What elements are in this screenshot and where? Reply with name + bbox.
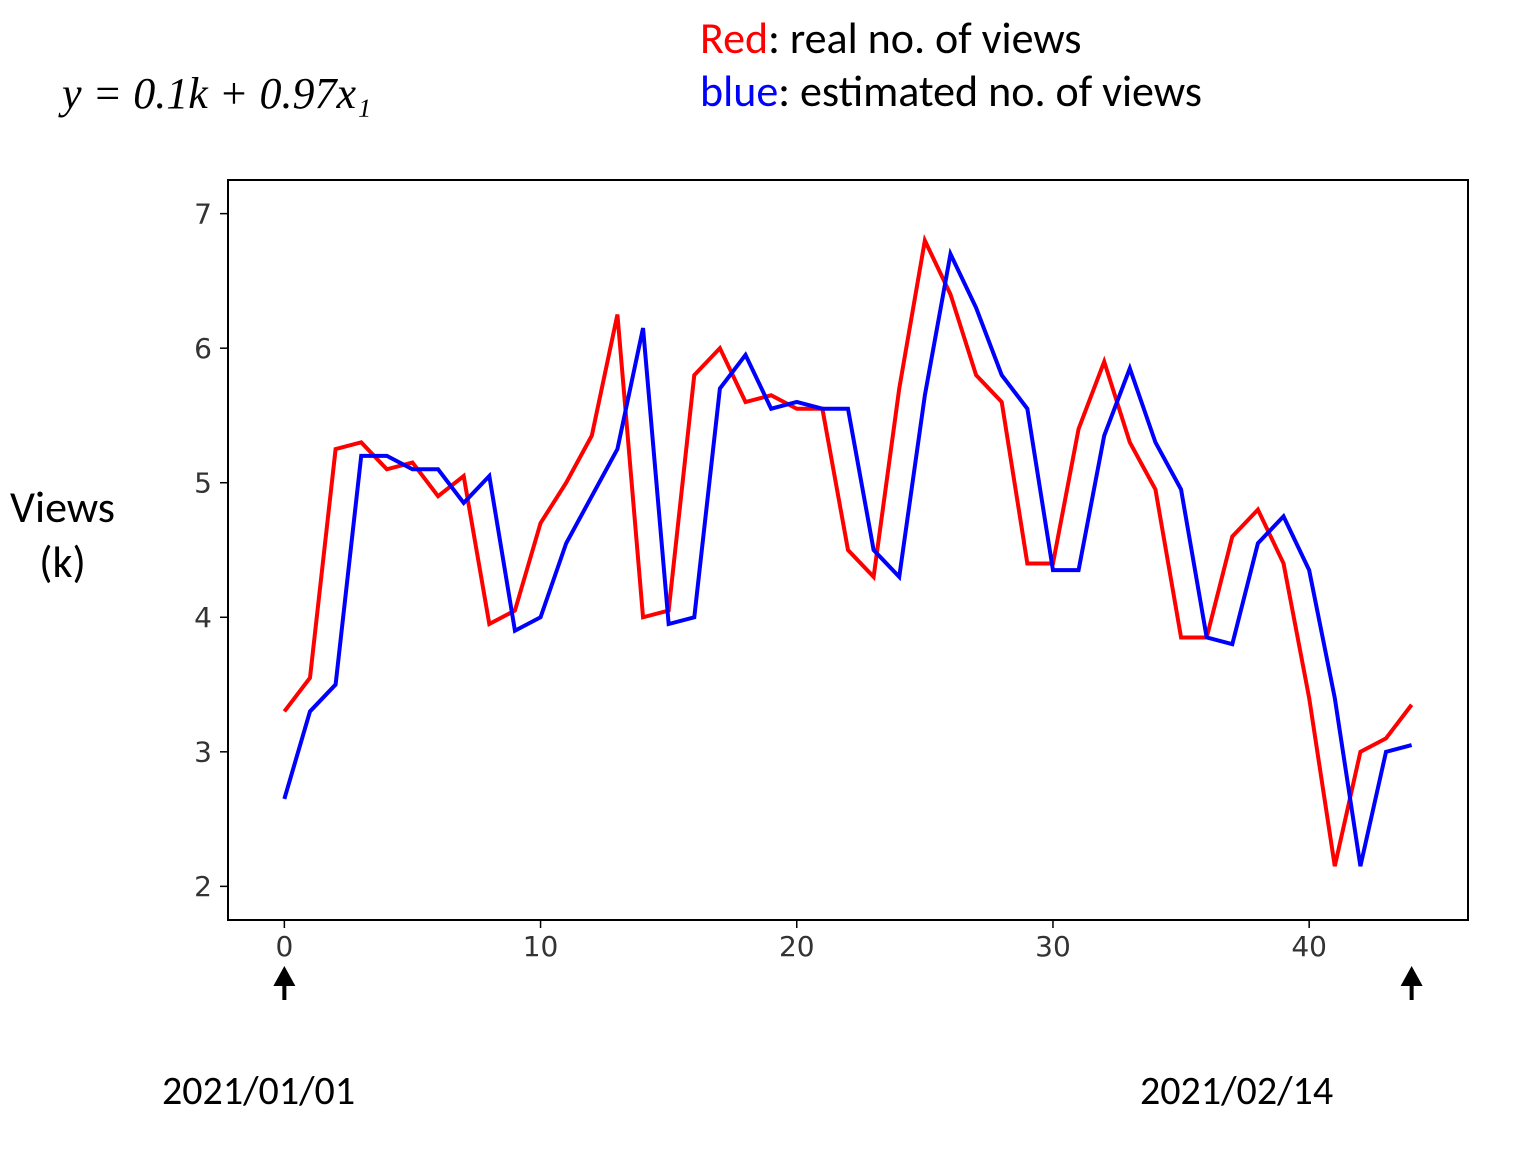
legend-red-sep: : (768, 11, 780, 65)
x-tick-label: 10 (523, 930, 559, 963)
y-axis-label: Views (k) (10, 480, 115, 590)
y-tick-label: 7 (194, 197, 212, 230)
chart-svg: 0 10 20 30 40 2 3 4 5 6 7 (150, 160, 1510, 1000)
legend-red-label: Red (700, 11, 768, 65)
legend-red-text: real no. of views (780, 11, 1082, 65)
legend-blue-text: estimated no. of views (790, 64, 1202, 118)
views-line-chart: 0 10 20 30 40 2 3 4 5 6 7 (150, 160, 1510, 1000)
legend-blue-label: blue (700, 64, 778, 118)
formula-equation: y = 0.1k + 0.97x₁ (62, 68, 371, 119)
y-axis-label-line1: Views (10, 480, 115, 535)
date-label-start: 2021/01/01 (162, 1066, 355, 1115)
y-tick-label: 2 (194, 870, 212, 903)
date-label-end: 2021/02/14 (1140, 1066, 1333, 1115)
y-axis-label-line2: (k) (10, 535, 115, 590)
legend-line-blue: blue: estimated no. of views (700, 65, 1202, 118)
x-tick-label: 40 (1291, 930, 1327, 963)
x-tick-label: 0 (275, 930, 293, 963)
y-tick-label: 5 (194, 467, 212, 500)
legend-blue-sep: : (778, 64, 790, 118)
arrow-start-head (273, 966, 295, 986)
x-tick-label: 20 (779, 930, 815, 963)
arrow-end-head (1401, 966, 1423, 986)
y-tick-label: 3 (194, 736, 212, 769)
y-tick-label: 6 (194, 332, 212, 365)
legend-line-red: Red: real no. of views (700, 12, 1202, 65)
y-tick-label: 4 (194, 601, 212, 634)
x-tick-label: 30 (1035, 930, 1071, 963)
legend: Red: real no. of views blue: estimated n… (700, 12, 1202, 118)
